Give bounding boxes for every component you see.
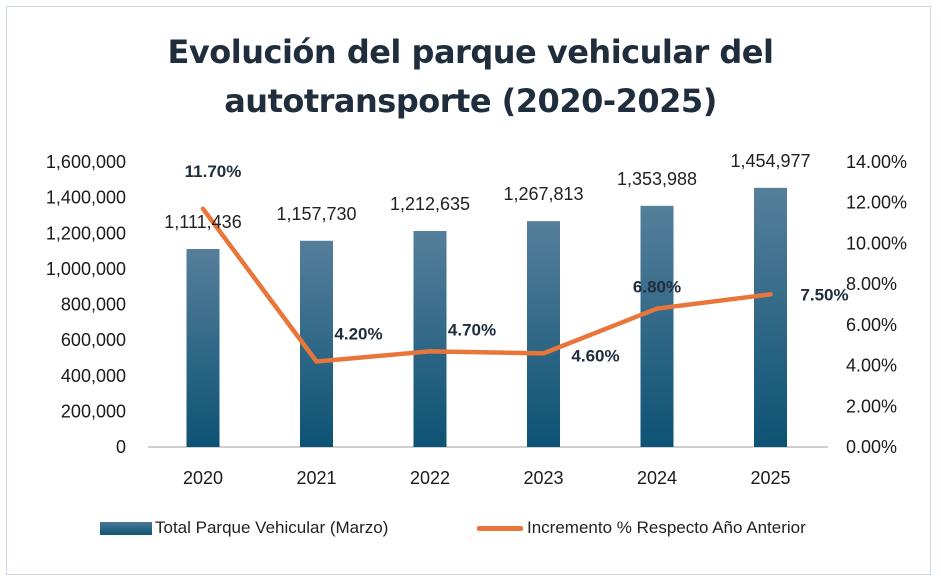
chart-title-line-1: Evolución del parque vehicular del	[167, 33, 774, 71]
line-point	[541, 351, 546, 356]
line-point	[200, 206, 206, 212]
line-data-labels: 11.70% 4.20% 4.70% 4.60% 6.80% 7.50%	[185, 162, 849, 366]
left-tick-label: 1,400,000	[46, 188, 126, 208]
left-axis: 0 200,000 400,000 600,000 800,000 1,000,000 1,…	[46, 152, 126, 457]
bar-value-label: 1,111,436	[164, 212, 241, 232]
line-value-label: 4.70%	[448, 320, 496, 339]
bar	[754, 187, 787, 447]
chart-title: Evolución del parque vehicular del autot…	[0, 28, 941, 126]
x-tick-label: 2020	[183, 468, 223, 488]
legend-item-line: Incremento % Respecto Año Anterior	[477, 517, 806, 539]
line-value-label: 4.20%	[334, 325, 382, 344]
left-tick-label: 600,000	[61, 330, 126, 350]
right-tick-label: 2.00%	[846, 396, 897, 416]
line-value-label: 11.70%	[185, 162, 242, 181]
legend-item-bar: Total Parque Vehicular (Marzo)	[100, 517, 388, 539]
chart-title-line-2: autotransporte (2020-2025)	[224, 82, 717, 120]
bar	[413, 230, 447, 447]
right-tick-label: 8.00%	[846, 274, 897, 294]
bar-value-label: 1,267,813	[503, 184, 583, 204]
right-tick-label: 12.00%	[846, 193, 907, 213]
line-point	[427, 349, 433, 354]
legend-swatch-bar	[100, 521, 152, 535]
bar	[186, 249, 220, 447]
left-tick-label: 1,200,000	[46, 223, 126, 243]
left-tick-label: 0	[116, 437, 126, 457]
line-value-label: 7.50%	[800, 285, 848, 304]
legend-label-line: Incremento % Respecto Año Anterior	[527, 518, 806, 537]
bar-value-label: 1,353,988	[617, 169, 697, 189]
line-series	[200, 206, 773, 364]
legend: Total Parque Vehicular (Marzo) Increment…	[0, 517, 941, 539]
right-tick-label: 10.00%	[846, 233, 907, 253]
line-path	[200, 206, 773, 364]
line-point	[654, 306, 660, 311]
right-axis: 0.00% 2.00% 4.00% 6.00% 8.00% 10.00% 12.00% 14.…	[846, 152, 907, 457]
left-tick-label: 200,000	[61, 401, 126, 421]
bar-series	[186, 187, 787, 447]
left-tick-label: 400,000	[61, 366, 126, 386]
x-axis: 2020 2021 2022 2023 2024 2025	[183, 468, 791, 488]
bar-data-labels: 1,111,436 1,157,730 1,212,635 1,267,813 1,35…	[164, 151, 810, 232]
x-tick-label: 2022	[410, 468, 450, 488]
right-tick-label: 6.00%	[846, 315, 897, 335]
bar-value-label: 1,157,730	[276, 204, 356, 224]
line-point	[768, 292, 773, 297]
bar-value-label: 1,212,635	[390, 194, 470, 214]
left-tick-label: 800,000	[61, 295, 126, 315]
x-tick-label: 2023	[523, 468, 563, 488]
right-tick-label: 14.00%	[846, 152, 907, 172]
right-tick-label: 4.00%	[846, 356, 897, 376]
bar-value-label: 1,454,977	[730, 151, 810, 171]
bar	[527, 221, 560, 447]
right-tick-label: 0.00%	[846, 437, 897, 457]
x-tick-label: 2021	[296, 468, 336, 488]
legend-swatch-line	[477, 525, 523, 531]
bar	[640, 205, 674, 447]
line-value-label: 4.60%	[571, 346, 619, 365]
line-point	[314, 359, 319, 364]
line-value-label: 6.80%	[633, 278, 681, 297]
legend-label-bar: Total Parque Vehicular (Marzo)	[155, 518, 389, 537]
x-tick-label: 2024	[637, 468, 677, 488]
left-tick-label: 1,000,000	[46, 259, 126, 279]
x-tick-label: 2025	[750, 468, 790, 488]
left-tick-label: 1,600,000	[46, 152, 126, 172]
